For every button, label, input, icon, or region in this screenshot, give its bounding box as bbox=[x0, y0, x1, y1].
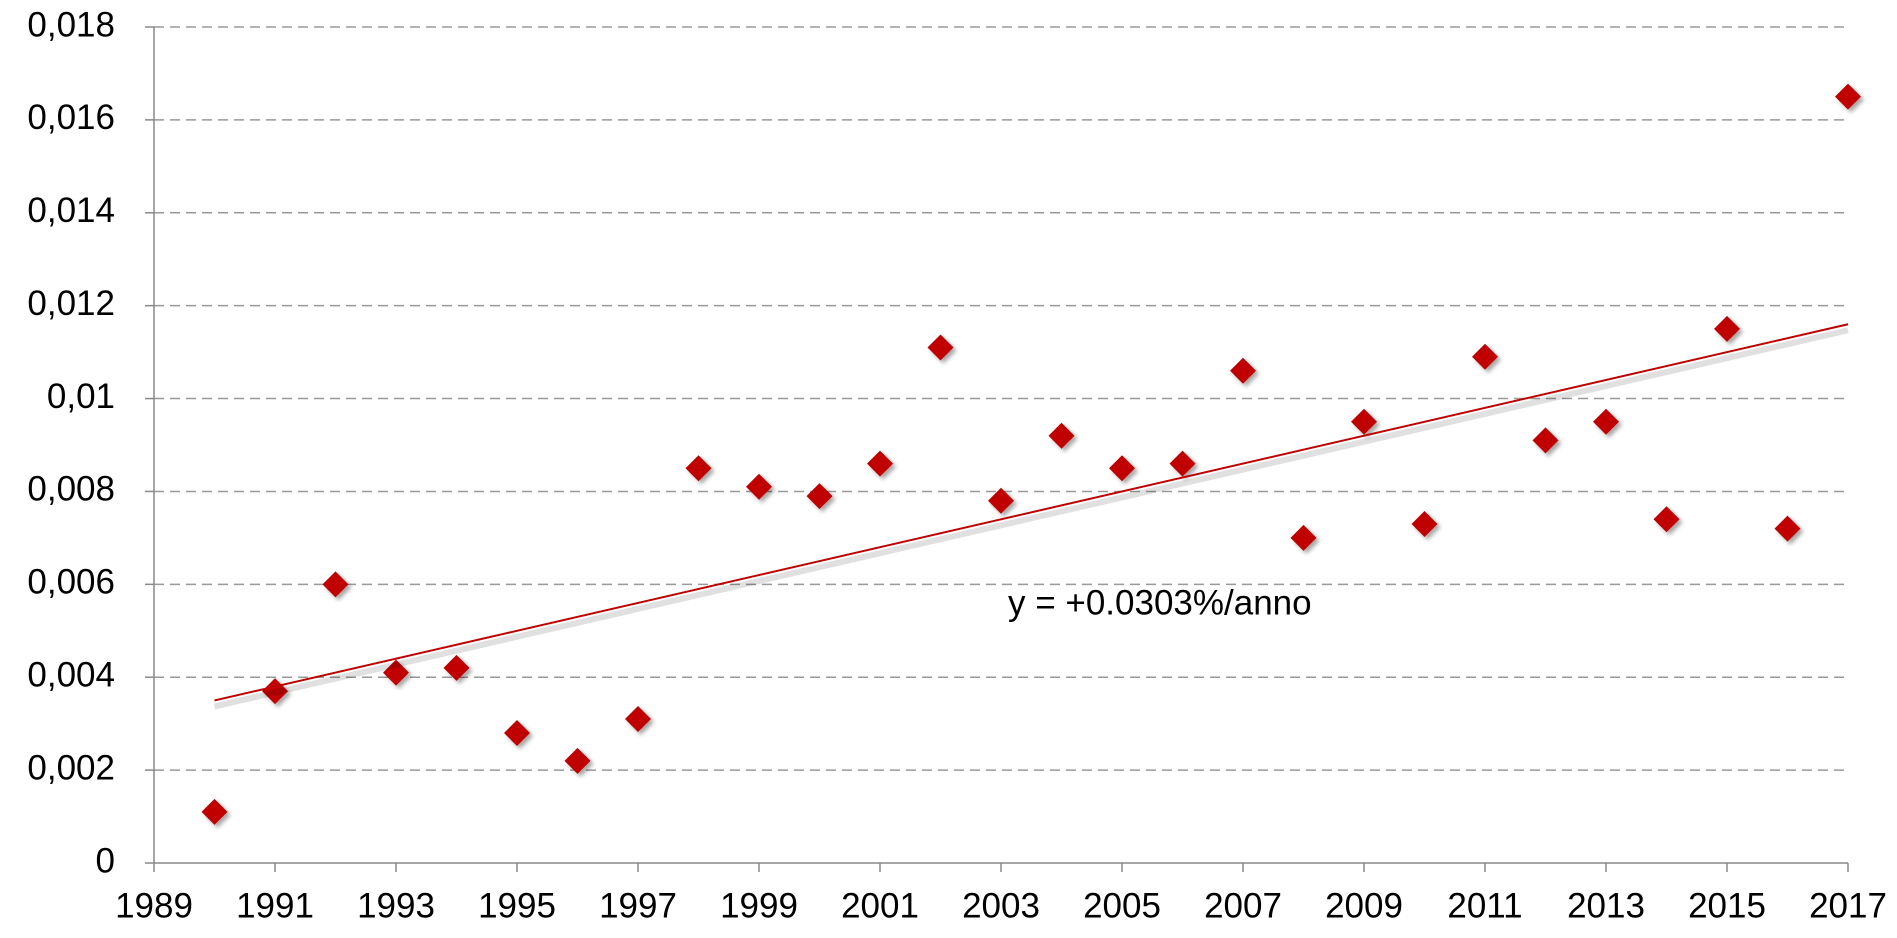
x-tick-label: 1997 bbox=[599, 886, 677, 925]
data-point bbox=[988, 487, 1014, 514]
data-point bbox=[806, 483, 833, 510]
data-point bbox=[1169, 450, 1196, 477]
x-tick-label: 2015 bbox=[1688, 886, 1766, 925]
y-tick-label: 0,002 bbox=[27, 748, 115, 787]
y-tick-label: 0,014 bbox=[27, 191, 115, 230]
trend-line bbox=[214, 323, 1849, 702]
data-point bbox=[625, 706, 651, 733]
x-tick-label: 1995 bbox=[478, 886, 556, 925]
data-point bbox=[1714, 315, 1740, 342]
data-point bbox=[1472, 343, 1498, 370]
x-tick-label: 1993 bbox=[357, 886, 435, 925]
y-tick-label: 0,012 bbox=[27, 284, 115, 323]
x-tick-label: 1989 bbox=[115, 886, 193, 925]
data-point bbox=[927, 334, 954, 361]
data-point bbox=[1532, 427, 1559, 454]
x-tick-label: 2001 bbox=[841, 886, 919, 925]
x-tick-label: 2009 bbox=[1325, 886, 1403, 925]
data-point bbox=[1230, 357, 1256, 384]
data-point bbox=[1109, 455, 1135, 482]
y-tick-label: 0,006 bbox=[27, 563, 115, 602]
data-point bbox=[746, 473, 772, 500]
y-tick-label: 0,004 bbox=[27, 655, 115, 694]
x-tick-label: 2007 bbox=[1204, 886, 1282, 925]
data-point bbox=[383, 659, 409, 686]
data-point bbox=[867, 450, 893, 477]
x-tick-label: 2017 bbox=[1809, 886, 1887, 925]
annotation: y = +0.0303%/anno bbox=[1008, 583, 1312, 622]
x-tick-label: 2003 bbox=[962, 886, 1040, 925]
data-point bbox=[1048, 422, 1075, 449]
y-tick-label: 0 bbox=[96, 841, 115, 880]
data-point bbox=[1351, 408, 1377, 435]
data-point bbox=[504, 719, 530, 746]
data-point bbox=[685, 455, 712, 482]
x-tick-label: 1999 bbox=[720, 886, 798, 925]
data-point bbox=[443, 654, 470, 681]
x-tick-label: 2011 bbox=[1447, 886, 1522, 925]
data-point bbox=[201, 798, 228, 825]
data-point bbox=[1653, 506, 1680, 533]
x-tick-label: 1991 bbox=[236, 886, 314, 925]
data-point bbox=[1835, 83, 1861, 110]
x-tick-label: 2005 bbox=[1083, 886, 1161, 925]
data-point bbox=[1593, 408, 1619, 435]
y-tick-label: 0,016 bbox=[27, 98, 115, 137]
y-tick-label: 0,018 bbox=[27, 5, 115, 44]
y-tick-label: 0,01 bbox=[47, 377, 115, 416]
data-point bbox=[1411, 510, 1438, 537]
data-point bbox=[1774, 515, 1801, 542]
trend-line-shadow bbox=[213, 327, 1849, 710]
x-tick-label: 2013 bbox=[1567, 886, 1645, 925]
y-tick-label: 0,008 bbox=[27, 470, 115, 509]
data-point bbox=[1290, 524, 1317, 551]
data-point bbox=[564, 747, 591, 774]
data-point bbox=[322, 571, 349, 598]
